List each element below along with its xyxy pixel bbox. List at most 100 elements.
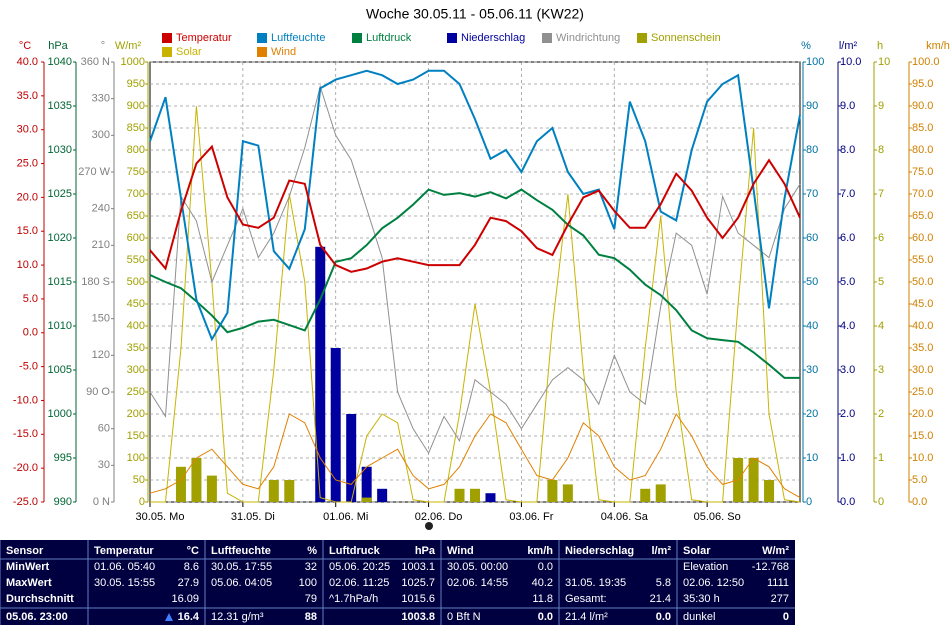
x-tick-label: 03.06. Fr	[509, 511, 553, 523]
bar	[764, 480, 775, 502]
x-tick-label: 04.06. Sa	[601, 511, 649, 523]
y-tick-label: 5.0	[840, 276, 855, 288]
y-tick-label: 1020	[48, 232, 72, 244]
y-tick-label: 995	[54, 452, 72, 464]
y-tick-label: 80	[806, 144, 818, 156]
y-tick-label: 40.0	[17, 56, 38, 68]
cell-value: 0.0	[538, 611, 553, 623]
y-tick-label: 600	[127, 232, 145, 244]
y-tick-label: 300	[127, 364, 145, 376]
y-tick-label: 180 S	[81, 276, 110, 288]
y-tick-label: 360 N	[81, 56, 110, 68]
y-tick-label: 20.0	[912, 408, 933, 420]
y-tick-label: 800	[127, 144, 145, 156]
y-tick-label: 10.0	[17, 259, 38, 271]
bar	[454, 488, 465, 502]
y-tick-label: 2	[878, 408, 884, 420]
axis-unit: °	[101, 40, 105, 52]
legend-swatch	[637, 33, 647, 43]
y-tick-label: 50	[133, 474, 145, 486]
x-tick-label: 31.05. Di	[231, 511, 275, 523]
row-label: 05.06. 23:00	[6, 611, 68, 623]
y-tick-label: 4.0	[840, 320, 855, 332]
cell-value: 88	[305, 611, 317, 623]
cell-value: 1015.6	[401, 593, 435, 605]
y-tick-label: 30.0	[912, 364, 933, 376]
cell-text: 35:30 h	[683, 593, 720, 605]
x-tick-label: 30.05. Mo	[136, 511, 185, 523]
series-line	[150, 105, 801, 503]
y-tick-label: 60	[98, 423, 110, 435]
y-tick-label: 6	[878, 232, 884, 244]
y-tick-label: 90.0	[912, 100, 933, 112]
bar	[330, 348, 341, 502]
y-tick-label: 85.0	[912, 122, 933, 134]
legend-label: Wind	[271, 46, 296, 58]
y-tick-label: 3	[878, 364, 884, 376]
y-tick-label: 250	[127, 386, 145, 398]
cell-value: 1003.1	[401, 561, 435, 573]
cell-text: 01.06. 05:40	[94, 561, 155, 573]
cell-value: 11.8	[532, 593, 553, 605]
y-tick-label: 1025	[48, 188, 72, 200]
column-title: Temperatur	[94, 545, 154, 557]
cell-text: 05.06. 20:25	[329, 561, 390, 573]
y-tick-label: 40.0	[912, 320, 933, 332]
legend-swatch	[257, 47, 267, 57]
y-tick-label: 1015	[48, 276, 72, 288]
y-tick-label: 1.0	[840, 452, 855, 464]
legend-label: Solar	[176, 46, 202, 58]
axis-unit: h	[877, 40, 883, 52]
cell-text: 02.06. 11:25	[329, 577, 389, 589]
cell-value: 1025.7	[401, 577, 435, 589]
y-tick-label: 120	[92, 349, 110, 361]
y-tick-label: 330	[92, 93, 110, 105]
column-unit: km/h	[527, 545, 553, 557]
cell-text: 30.05. 17:55	[211, 561, 272, 573]
y-tick-label: 15.0	[17, 225, 38, 237]
bar	[361, 497, 372, 502]
y-tick-label: 10.0	[840, 56, 861, 68]
y-tick-label: 95.0	[912, 78, 933, 90]
bar	[346, 414, 357, 502]
y-tick-label: 750	[127, 166, 145, 178]
y-tick-label: 240	[92, 203, 110, 215]
y-tick-label: -25.0	[13, 496, 38, 508]
series-line	[149, 144, 801, 273]
y-tick-label: 650	[127, 210, 145, 222]
legend-label: Temperatur	[176, 32, 232, 44]
bar	[191, 458, 202, 502]
y-tick-label: 0 N	[93, 496, 110, 508]
column-title: Luftfeuchte	[211, 545, 271, 557]
bar	[640, 488, 651, 502]
y-tick-label: 500	[127, 276, 145, 288]
bar	[748, 458, 759, 502]
y-tick-label: 65.0	[912, 210, 933, 222]
y-tick-label: 0.0	[912, 496, 927, 508]
legend-label: Niederschlag	[461, 32, 525, 44]
y-tick-label: 0.0	[23, 327, 38, 339]
y-tick-label: 30.0	[17, 124, 38, 136]
y-tick-label: 2.0	[840, 408, 855, 420]
column-unit: hPa	[415, 545, 436, 557]
y-tick-label: 1035	[48, 100, 72, 112]
cell-text: 21.4 l/m²	[565, 611, 608, 623]
y-tick-label: 1010	[48, 320, 72, 332]
y-tick-label: 10	[806, 452, 818, 464]
y-tick-label: 100.0	[912, 56, 940, 68]
y-tick-label: 550	[127, 254, 145, 266]
x-tick-label: 02.06. Do	[415, 511, 463, 523]
column-title: Niederschlag	[565, 545, 634, 557]
axis-unit: hPa	[48, 40, 68, 52]
axis-unit: %	[801, 40, 811, 52]
cell-text: 02.06. 14:55	[447, 577, 508, 589]
y-tick-label: 700	[127, 188, 145, 200]
y-tick-label: 35.0	[17, 90, 38, 102]
legend-swatch	[352, 33, 362, 43]
cell-value: 1003.8	[401, 611, 435, 623]
y-tick-label: 950	[127, 78, 145, 90]
cell-value: 40.2	[532, 577, 553, 589]
y-tick-label: 75.0	[912, 166, 933, 178]
y-tick-label: 400	[127, 320, 145, 332]
